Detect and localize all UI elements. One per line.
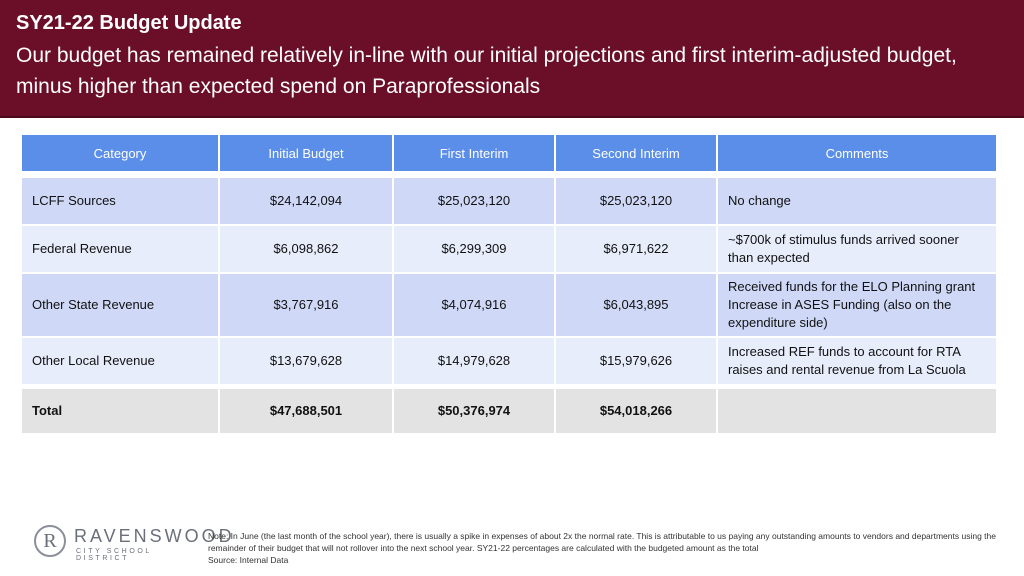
table-total-row: Total $47,688,501 $50,376,974 $54,018,26… (22, 386, 996, 435)
cell-second-interim: $25,023,120 (556, 174, 716, 226)
table-row: Other Local Revenue $13,679,628 $14,979,… (22, 338, 996, 386)
logo-emblem: R (34, 525, 66, 557)
column-header-category: Category (22, 135, 218, 174)
footnote: Note: In June (the last month of the sch… (208, 530, 998, 566)
cell-category: Federal Revenue (22, 226, 218, 274)
table-header-row: Category Initial Budget First Interim Se… (22, 135, 996, 174)
logo-name: RAVENSWOOD (74, 526, 235, 546)
cell-second-interim: $15,979,626 (556, 338, 716, 386)
cell-total-label: Total (22, 386, 218, 435)
cell-comments: ~$700k of stimulus funds arrived sooner … (718, 226, 996, 274)
cell-comments: No change (718, 174, 996, 226)
district-logo: R RAVENSWOOD CITY SCHOOL DISTRICT (34, 524, 232, 568)
cell-total-second-interim: $54,018,266 (556, 386, 716, 435)
page-title: SY21-22 Budget Update (16, 12, 242, 34)
footnote-text: Note: In June (the last month of the sch… (208, 531, 996, 553)
cell-initial-budget: $6,098,862 (220, 226, 392, 274)
cell-category: Other State Revenue (22, 274, 218, 338)
cell-total-first-interim: $50,376,974 (394, 386, 554, 435)
column-header-second-interim: Second Interim (556, 135, 716, 174)
cell-initial-budget: $3,767,916 (220, 274, 392, 338)
cell-initial-budget: $13,679,628 (220, 338, 392, 386)
cell-second-interim: $6,971,622 (556, 226, 716, 274)
cell-second-interim: $6,043,895 (556, 274, 716, 338)
budget-table: Category Initial Budget First Interim Se… (20, 135, 998, 435)
column-header-initial-budget: Initial Budget (220, 135, 392, 174)
cell-total-initial-budget: $47,688,501 (220, 386, 392, 435)
cell-comments: Increased REF funds to account for RTA r… (718, 338, 996, 386)
cell-total-comments (718, 386, 996, 435)
column-header-first-interim: First Interim (394, 135, 554, 174)
footnote-source: Source: Internal Data (208, 555, 289, 565)
cell-category: LCFF Sources (22, 174, 218, 226)
table-row: Other State Revenue $3,767,916 $4,074,91… (22, 274, 996, 338)
logo-subtitle: CITY SCHOOL DISTRICT (76, 548, 152, 562)
table-row: Federal Revenue $6,098,862 $6,299,309 $6… (22, 226, 996, 274)
page-subtitle: Our budget has remained relatively in-li… (16, 44, 957, 98)
cell-comments: Received funds for the ELO Planning gran… (718, 274, 996, 338)
column-header-comments: Comments (718, 135, 996, 174)
title-banner: SY21-22 Budget Update Our budget has rem… (0, 0, 1024, 118)
cell-first-interim: $14,979,628 (394, 338, 554, 386)
cell-first-interim: $6,299,309 (394, 226, 554, 274)
cell-first-interim: $4,074,916 (394, 274, 554, 338)
table-row: LCFF Sources $24,142,094 $25,023,120 $25… (22, 174, 996, 226)
cell-category: Other Local Revenue (22, 338, 218, 386)
cell-first-interim: $25,023,120 (394, 174, 554, 226)
cell-initial-budget: $24,142,094 (220, 174, 392, 226)
